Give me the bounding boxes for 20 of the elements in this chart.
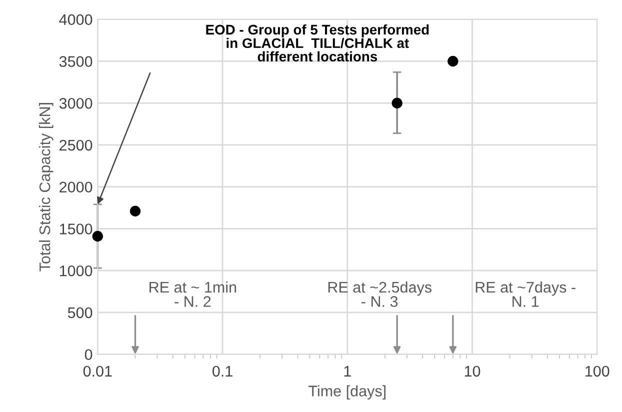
x-tick-label: 1 xyxy=(344,366,351,377)
annotation: RE at ~2.5days - N. 3 xyxy=(328,281,432,307)
y-tick-label: 1500 xyxy=(60,224,92,234)
y-tick-label: 2000 xyxy=(60,182,92,193)
x-tick-label: 100 xyxy=(586,366,610,377)
y-tick-label: 3500 xyxy=(59,56,92,67)
x-tick-label: 10 xyxy=(464,366,480,377)
y-tick-label: 0 xyxy=(84,349,92,360)
y-tick-label: 1000 xyxy=(60,265,92,276)
y-tick-label: 2500 xyxy=(60,140,92,151)
y-tick-label: 4000 xyxy=(59,14,92,26)
y-axis-title: Total Static Capacity [kN] xyxy=(39,103,54,272)
x-axis-title: Time [days] xyxy=(308,385,386,400)
annotation: RE at ~7days - N. 1 xyxy=(476,281,576,307)
x-tick-label: 0.1 xyxy=(212,366,232,377)
annotation: EOD - Group of 5 Tests performed in GLACIAL TILL/CHALK at different locations xyxy=(206,24,429,62)
y-tick-label: 500 xyxy=(68,307,92,318)
x-tick-label: 0.01 xyxy=(83,366,112,377)
y-tick-label: 3000 xyxy=(59,98,92,109)
annotation: RE at ~ 1min - N. 2 xyxy=(150,281,236,307)
